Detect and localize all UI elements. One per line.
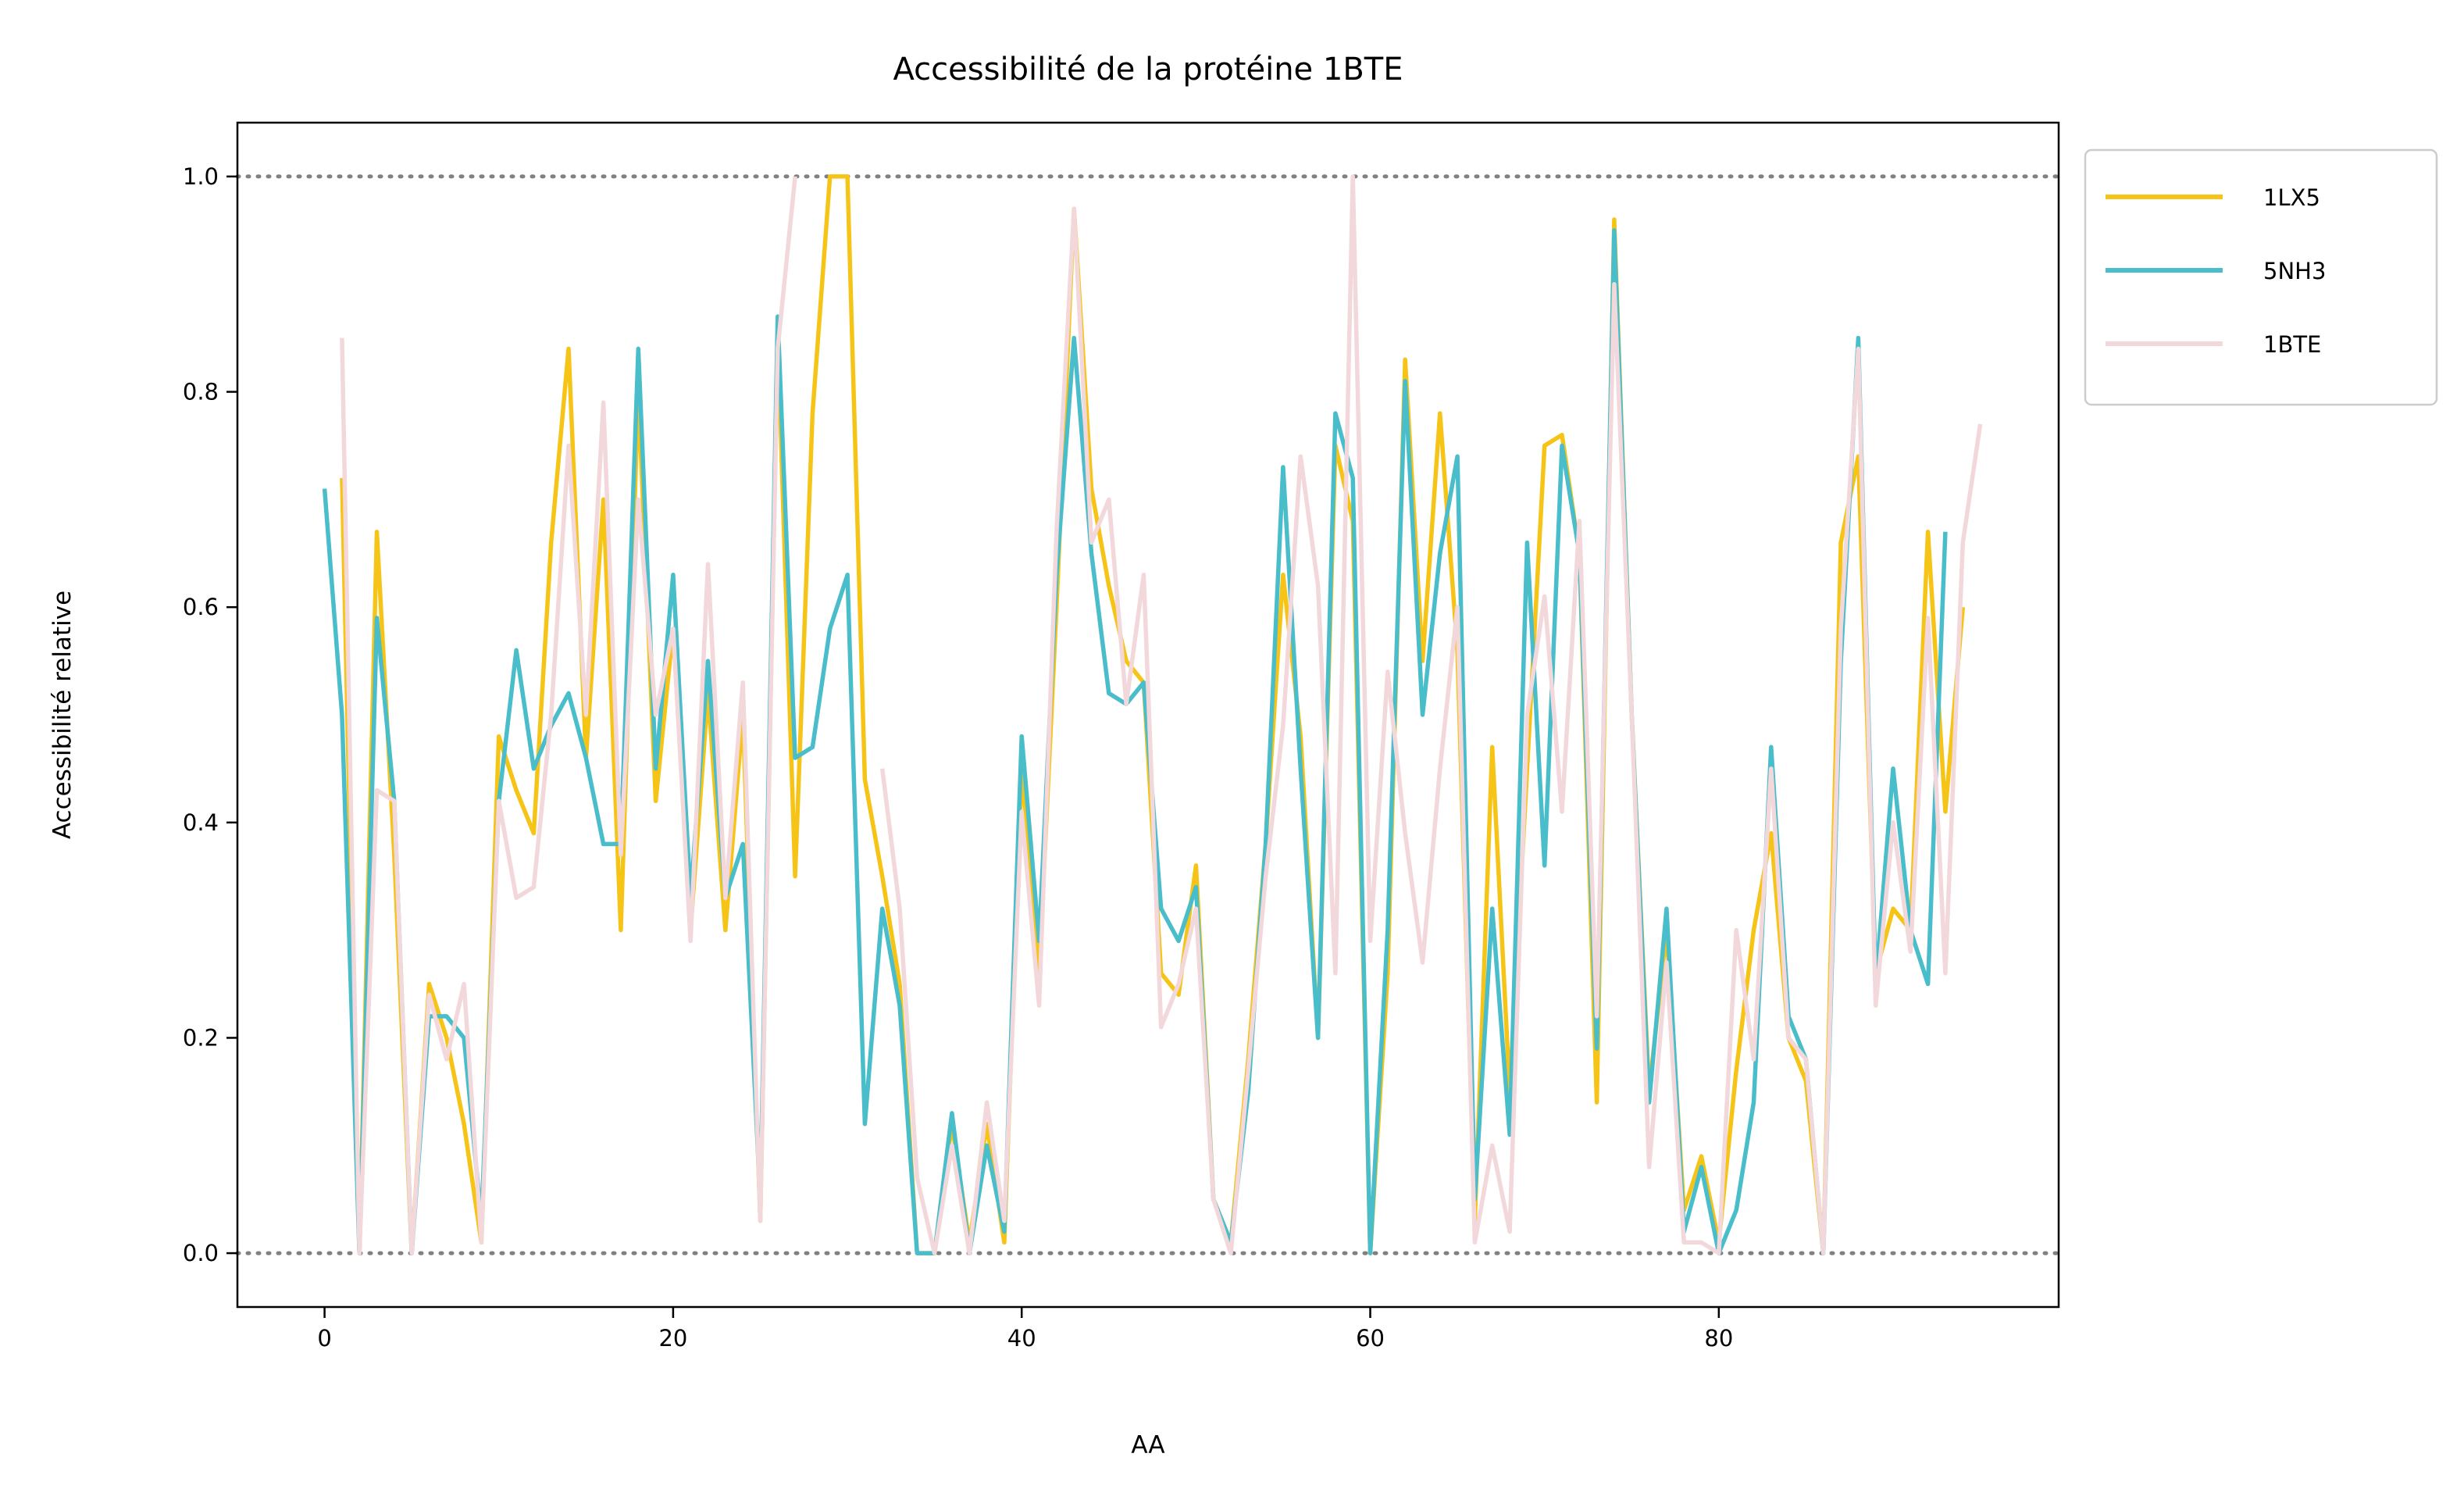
y-tick-label: 0.0 bbox=[183, 1240, 219, 1266]
x-axis-ticks: 0 20 40 60 80 bbox=[317, 1307, 1733, 1352]
plot-area bbox=[235, 121, 2061, 1309]
x-tick-label: 80 bbox=[1704, 1325, 1733, 1352]
series-lines bbox=[322, 174, 1983, 1255]
x-tick-label: 60 bbox=[1356, 1325, 1385, 1352]
legend: 1LX5 5NH3 1BTE bbox=[2084, 148, 2438, 406]
chart-title: Accessibilité de la protéine 1BTE bbox=[893, 52, 1403, 87]
y-tick-label: 1.0 bbox=[183, 163, 219, 190]
legend-label-5nh3: 5NH3 bbox=[2263, 258, 2326, 284]
series-line-1bte bbox=[340, 174, 1983, 1255]
x-tick-label: 0 bbox=[317, 1325, 331, 1352]
x-tick-label: 40 bbox=[1007, 1325, 1036, 1352]
y-tick-label: 0.8 bbox=[183, 379, 219, 405]
x-tick-label: 20 bbox=[658, 1325, 687, 1352]
y-tick-label: 0.4 bbox=[183, 809, 219, 836]
legend-label-1lx5: 1LX5 bbox=[2263, 184, 2320, 211]
plot-frame bbox=[236, 121, 2060, 1309]
legend-label-1bte: 1BTE bbox=[2263, 331, 2321, 358]
reference-lines bbox=[235, 174, 2061, 1255]
y-tick-label: 0.2 bbox=[183, 1024, 219, 1051]
y-axis-label: Accessibilité relative bbox=[48, 591, 77, 839]
y-tick-label: 0.6 bbox=[183, 594, 219, 620]
x-axis-label: AA bbox=[1131, 1431, 1164, 1459]
y-axis-ticks: 0.0 0.2 0.4 0.6 0.8 1.0 bbox=[183, 163, 237, 1266]
legend-frame bbox=[2084, 148, 2438, 406]
